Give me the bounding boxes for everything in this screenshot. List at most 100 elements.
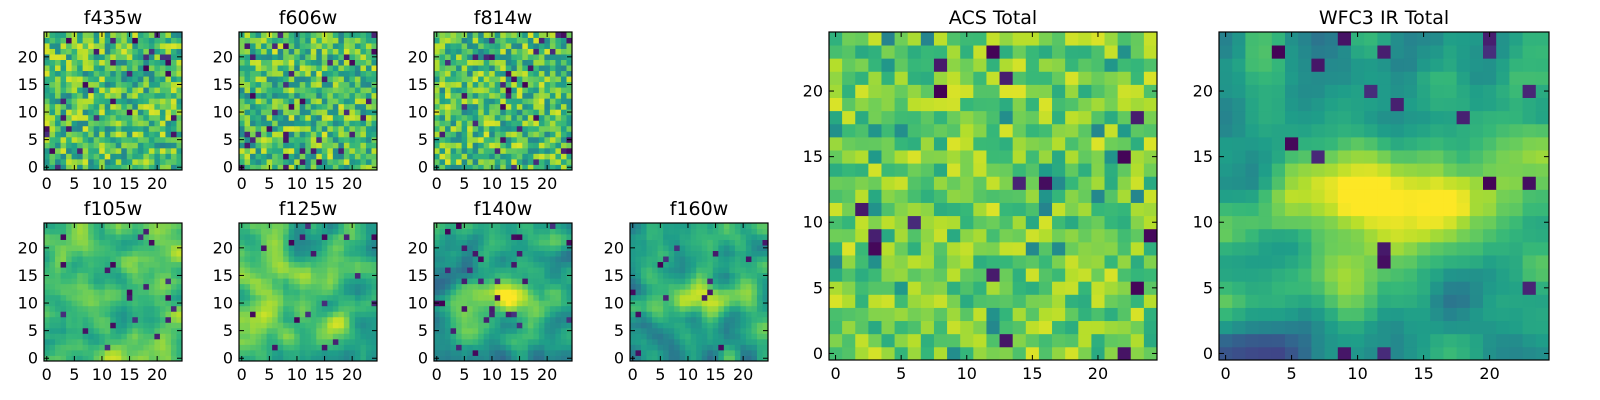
heatmap-cell xyxy=(66,48,72,55)
heatmap-cell xyxy=(137,239,144,246)
y-tick-label: 5 xyxy=(614,321,624,340)
heatmap-cell xyxy=(126,120,133,127)
heatmap-cell xyxy=(299,59,306,66)
heatmap-cell xyxy=(478,43,485,49)
heatmap-cell xyxy=(165,223,172,229)
heatmap-cell xyxy=(751,300,758,307)
heatmap-cell xyxy=(641,278,647,285)
heatmap-cell xyxy=(371,65,378,72)
heatmap-cell xyxy=(60,164,67,171)
heatmap-cell xyxy=(630,338,636,345)
heatmap-cell xyxy=(560,289,567,296)
heatmap-cell xyxy=(261,70,267,77)
heatmap-cell xyxy=(121,164,128,171)
heatmap-cell xyxy=(371,103,378,110)
heatmap-cell xyxy=(365,322,372,329)
heatmap-cell xyxy=(343,234,350,240)
heatmap-cell xyxy=(154,256,161,263)
heatmap-cell xyxy=(299,103,306,110)
heatmap-cell xyxy=(516,245,523,251)
heatmap-cell xyxy=(973,202,987,217)
heatmap-cell xyxy=(1052,228,1066,243)
heatmap-cell xyxy=(343,48,350,55)
heatmap-cell xyxy=(533,333,540,340)
heatmap-cell xyxy=(294,234,301,240)
heatmap-cell xyxy=(338,327,345,334)
heatmap-cell xyxy=(239,344,245,351)
heatmap-cell xyxy=(316,305,323,312)
heatmap-cell xyxy=(159,234,166,240)
heatmap-cell xyxy=(288,223,295,229)
heatmap-cell xyxy=(327,300,334,307)
heatmap-cell xyxy=(250,142,256,149)
heatmap-cell xyxy=(986,241,1000,256)
heatmap-cell xyxy=(894,150,909,164)
heatmap-cell xyxy=(538,305,545,312)
heatmap-cell xyxy=(49,245,56,251)
heatmap-cell xyxy=(277,131,284,138)
heatmap-cell xyxy=(494,245,501,251)
heatmap-cell xyxy=(93,333,100,340)
heatmap-cell xyxy=(907,346,922,361)
heatmap-cell xyxy=(354,355,361,362)
heatmap-cell xyxy=(110,256,117,263)
heatmap-cell xyxy=(365,87,372,94)
heatmap-cell xyxy=(154,316,161,323)
heatmap-cell xyxy=(143,32,150,38)
heatmap-cell xyxy=(527,103,534,110)
heatmap-cell xyxy=(272,305,279,312)
heatmap-cell xyxy=(283,316,290,323)
heatmap-cell xyxy=(360,250,367,257)
heatmap-cell xyxy=(751,278,758,285)
heatmap-cell xyxy=(566,158,573,165)
heatmap-cell xyxy=(327,267,334,274)
heatmap-cell xyxy=(244,311,251,318)
heatmap-cell xyxy=(456,158,462,165)
heatmap-cell xyxy=(132,59,139,66)
heatmap-cell xyxy=(450,81,457,88)
heatmap-cell xyxy=(288,289,295,296)
heatmap-cell xyxy=(920,150,935,164)
heatmap-cell xyxy=(338,316,345,323)
heatmap-cell xyxy=(148,147,155,154)
heatmap-cell xyxy=(165,283,172,290)
heatmap-cell xyxy=(159,245,166,251)
heatmap-cell xyxy=(461,147,468,154)
heatmap-cell xyxy=(354,344,361,351)
heatmap-cell xyxy=(272,158,279,165)
heatmap-cell xyxy=(239,37,245,44)
heatmap-cell xyxy=(445,228,451,235)
heatmap-cell xyxy=(49,120,56,127)
heatmap-cell xyxy=(288,43,295,49)
heatmap-cell xyxy=(668,250,675,257)
heatmap-cell xyxy=(500,228,507,235)
heatmap-cell xyxy=(868,228,882,243)
heatmap-cell xyxy=(321,327,328,334)
heatmap-cell xyxy=(154,109,161,116)
heatmap-cell xyxy=(321,81,328,88)
heatmap-cell xyxy=(439,223,446,229)
heatmap-cell xyxy=(538,234,545,240)
heatmap-cell xyxy=(66,125,72,132)
heatmap-cell xyxy=(533,278,540,285)
heatmap-cell xyxy=(55,131,61,138)
heatmap-cell xyxy=(343,349,350,356)
heatmap-cell xyxy=(110,32,117,38)
heatmap-cell xyxy=(533,32,540,38)
heatmap-cell xyxy=(88,311,95,318)
heatmap-cell xyxy=(44,70,50,77)
heatmap-cell xyxy=(745,278,752,285)
heatmap-cell xyxy=(947,241,961,256)
heatmap-cell xyxy=(310,43,317,49)
heatmap-cell xyxy=(250,48,256,55)
heatmap-cell xyxy=(635,289,642,296)
heatmap-cell xyxy=(533,164,540,171)
heatmap-cell xyxy=(327,305,334,312)
heatmap-cell xyxy=(894,346,909,361)
heatmap-cell xyxy=(549,125,556,132)
heatmap-cell xyxy=(154,333,161,340)
heatmap-cell xyxy=(93,98,100,105)
heatmap-cell xyxy=(516,228,523,235)
heatmap-cell xyxy=(555,87,562,94)
heatmap-cell xyxy=(110,349,117,356)
